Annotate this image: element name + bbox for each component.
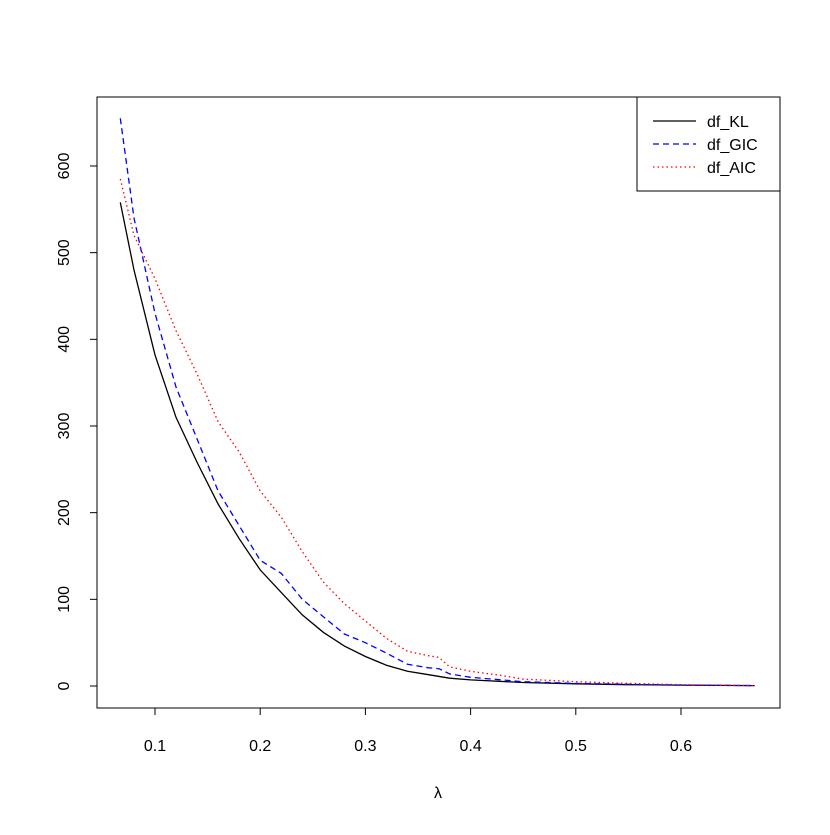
y-tick-label: 100 — [56, 586, 73, 613]
series-line-df_KL — [119, 202, 755, 687]
x-tick-label: 0.5 — [565, 738, 587, 755]
y-tick-label: 200 — [56, 499, 73, 526]
x-tick-label: 0.2 — [249, 738, 271, 755]
series-line-df_GIC — [119, 118, 755, 687]
x-tick-label: 0.3 — [354, 738, 376, 755]
y-tick-label: 600 — [56, 153, 73, 180]
x-tick-label: 0.6 — [670, 738, 692, 755]
legend-label-df_GIC: df_GIC — [707, 137, 758, 154]
legend-box — [636, 96, 781, 192]
series-line-df_AIC — [119, 178, 755, 687]
y-tick-label: 300 — [56, 413, 73, 440]
legend: df_KL df_GIC df_AIC — [636, 96, 781, 192]
x-tick-label: 0.4 — [459, 738, 481, 755]
legend-label-df_AIC: df_AIC — [707, 160, 756, 177]
x-axis-label: λ — [434, 785, 442, 802]
y-tick-label: 400 — [56, 326, 73, 353]
y-tick-label: 0 — [56, 681, 73, 690]
y-tick-label: 500 — [56, 239, 73, 266]
legend-label-df_KL: df_KL — [707, 114, 749, 131]
x-tick-label: 0.1 — [144, 738, 166, 755]
